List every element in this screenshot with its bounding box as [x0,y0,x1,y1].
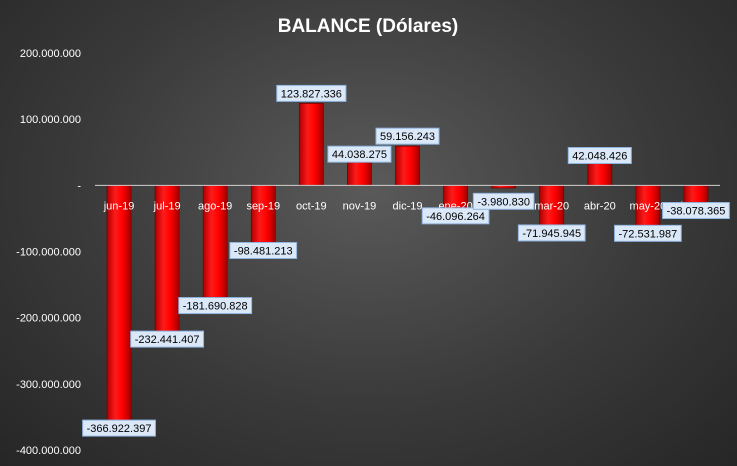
data-label-box [472,192,535,210]
bar [154,184,180,340]
data-labels: -366.922.397 -232.441.407 -181.690.828 -98.… [82,84,730,437]
data-label-text: -98.481.213 [234,245,293,257]
data-label: 123.827.336 [276,84,347,102]
bar [395,145,420,186]
data-label-text: -232.441.407 [135,334,200,346]
data-label-box [327,145,392,163]
x-axis: jun-19 jul-19 ago-19 sep-19 oct-19 nov-19 dic-… [103,200,712,212]
x-tick-label: ago-19 [198,200,232,212]
data-label-text: 123.827.336 [281,88,342,100]
data-label: -38.078.365 [662,202,730,220]
data-label-text: -181.690.828 [183,301,248,313]
data-label: -71.945.945 [517,224,586,242]
data-label-text: -366.922.397 [87,423,152,435]
x-tick-label: mar-20 [534,200,569,212]
data-label: -232.441.407 [130,330,205,348]
data-label-text: 44.038.275 [332,149,387,161]
data-label-text: -72.531.987 [619,228,678,240]
y-tick-label: -400.000.000 [16,445,81,457]
y-tick-label: -100.000.000 [16,247,81,259]
data-label-box [130,330,205,348]
x-tick-label: jun-19 [103,200,135,212]
data-label-box [178,297,253,315]
data-label: 59.156.243 [375,127,440,145]
data-label-text: -71.945.945 [522,228,581,240]
bar [106,184,132,429]
data-label-box [276,84,347,102]
y-axis: 200.000.000 100.000.000 - -100.000.000 -200.… [16,48,81,457]
y-tick-label: - [77,180,81,192]
x-tick-label: oct-19 [296,200,327,212]
x-tick-label: jul-19 [153,200,181,212]
chart-title: BALANCE (Dólares) [278,16,459,37]
data-label-text: -38.078.365 [667,206,726,218]
x-tick-label: nov-19 [343,200,377,212]
data-label: -46.096.264 [421,207,490,225]
data-label: -366.922.397 [82,419,156,437]
data-label-box [82,419,156,437]
data-label-text: -46.096.264 [426,211,485,223]
data-label-text: 59.156.243 [380,131,435,143]
data-label: -181.690.828 [178,297,253,315]
y-tick-label: 100.000.000 [20,114,81,126]
bar [298,103,324,186]
y-tick-label: 200.000.000 [20,48,81,60]
x-tick-label: sep-19 [246,200,280,212]
bar [250,184,276,251]
x-tick-label: abr-20 [584,200,616,212]
data-label: -3.980.830 [472,192,535,210]
data-label-box [517,224,586,242]
y-tick-label: -200.000.000 [16,313,81,325]
data-label: 42.048.426 [567,147,632,165]
data-label: 44.038.275 [327,145,392,163]
data-label-box [229,241,298,259]
x-tick-label: dic-19 [393,200,423,212]
data-label-box [375,127,440,145]
x-tick-label: may-20 [630,200,667,212]
data-label-box [614,224,682,242]
data-label: -98.481.213 [229,241,298,259]
data-label-box [567,147,632,165]
data-label-text: -3.980.830 [477,196,530,208]
data-label-box [662,202,730,220]
data-label-box [421,207,490,225]
y-tick-label: -300.000.000 [16,379,81,391]
data-label: -72.531.987 [614,224,682,242]
data-label-text: 42.048.426 [572,151,627,163]
